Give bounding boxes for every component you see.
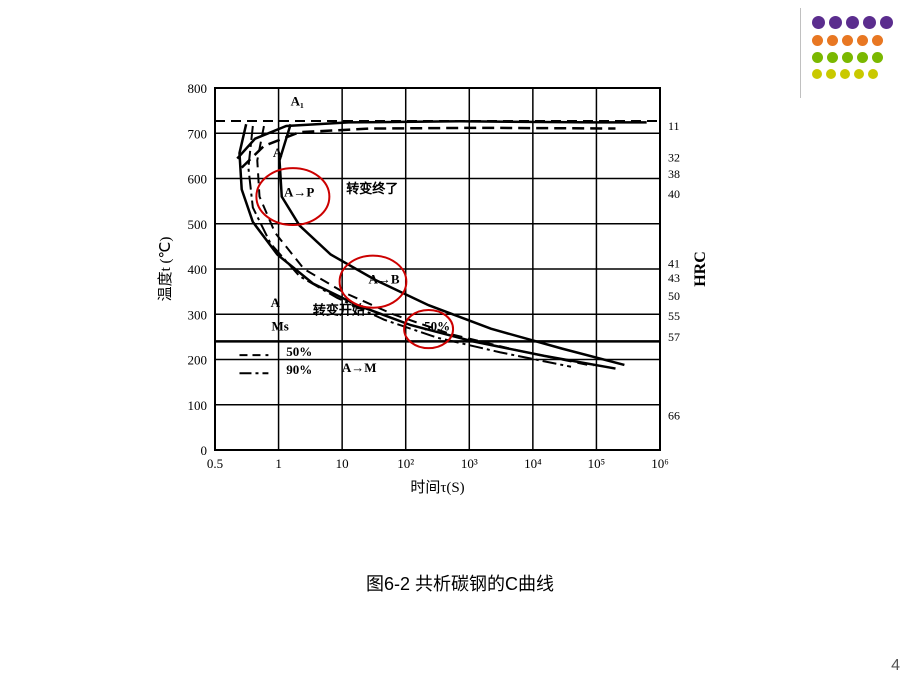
svg-text:转变终了: 转变终了 [346,181,398,196]
svg-text:50%: 50% [424,319,450,334]
svg-text:32: 32 [668,151,680,165]
svg-text:A: A [273,145,283,160]
svg-text:HRC: HRC [692,251,709,287]
svg-text:10²: 10² [397,456,414,471]
svg-text:100: 100 [188,398,208,413]
svg-text:43: 43 [668,271,680,285]
figure-caption: 图6-2 共析碳钢的C曲线 [0,570,920,596]
svg-text:40: 40 [668,187,680,201]
svg-text:Ms: Ms [272,319,289,334]
svg-text:38: 38 [668,167,680,181]
svg-text:A→P: A→P [284,185,314,200]
svg-text:1: 1 [275,456,282,471]
svg-text:11: 11 [668,119,680,133]
svg-text:300: 300 [188,307,208,322]
svg-text:55: 55 [668,309,680,323]
svg-text:A: A [271,295,281,310]
svg-text:500: 500 [188,217,208,232]
svg-text:700: 700 [188,126,208,141]
svg-text:50%: 50% [286,344,312,359]
corner-decoration [800,8,910,113]
svg-text:A→B: A→B [369,271,400,286]
ttt-chart: 0.5 1 10 10² 10³ 10⁴ 10⁵ 10⁶ 0 100 200 300 400 500 600… [150,70,710,510]
svg-text:时间τ(S): 时间τ(S) [410,479,464,496]
svg-text:600: 600 [188,172,208,187]
svg-text:A₁: A₁ [291,93,304,108]
svg-text:90%: 90% [286,362,312,377]
svg-text:0.5: 0.5 [207,456,223,471]
svg-text:41: 41 [668,257,680,271]
svg-text:800: 800 [188,81,208,96]
svg-text:50: 50 [668,289,680,303]
svg-text:10³: 10³ [461,456,478,471]
svg-text:200: 200 [188,353,208,368]
svg-text:400: 400 [188,262,208,277]
svg-text:10⁵: 10⁵ [588,456,606,471]
svg-text:10: 10 [336,456,349,471]
svg-text:10⁶: 10⁶ [651,456,669,471]
svg-text:57: 57 [668,330,680,344]
page-number: 4 [891,657,900,675]
svg-text:温度t (℃): 温度t (℃) [157,237,174,302]
svg-text:A→M: A→M [342,360,377,375]
svg-text:10⁴: 10⁴ [524,456,542,471]
svg-text:66: 66 [668,409,680,423]
svg-text:0: 0 [201,443,208,458]
